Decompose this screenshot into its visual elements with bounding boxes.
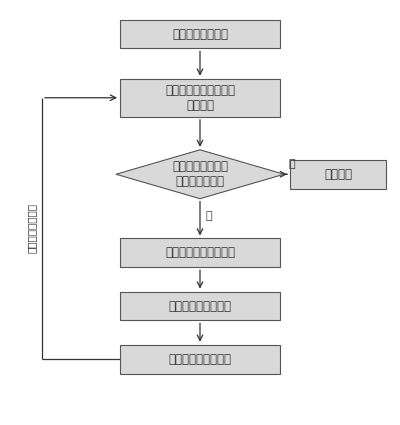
Text: 数据群体中选择性复制: 数据群体中选择性复制 — [165, 246, 235, 259]
FancyBboxPatch shape — [120, 79, 280, 117]
FancyBboxPatch shape — [120, 238, 280, 267]
FancyBboxPatch shape — [290, 160, 386, 189]
Text: 将其输出: 将其输出 — [324, 168, 352, 181]
Text: 是: 是 — [289, 159, 296, 169]
Polygon shape — [116, 150, 284, 199]
Text: 对数据个体进行变异: 对数据个体进行变异 — [168, 353, 232, 366]
Text: 初始数据群体选取: 初始数据群体选取 — [172, 28, 228, 40]
Text: 产生新的数据群体: 产生新的数据群体 — [27, 204, 37, 253]
FancyBboxPatch shape — [120, 20, 280, 48]
Text: 对选择数据进行交叉: 对选择数据进行交叉 — [168, 300, 232, 312]
Text: 产生此数据群体对应的
图像数据: 产生此数据群体对应的 图像数据 — [165, 84, 235, 112]
FancyBboxPatch shape — [120, 345, 280, 374]
Text: 否: 否 — [205, 211, 212, 221]
FancyBboxPatch shape — [120, 292, 280, 320]
Text: 是否满足性能评价
指标最大值要求: 是否满足性能评价 指标最大值要求 — [172, 160, 228, 188]
